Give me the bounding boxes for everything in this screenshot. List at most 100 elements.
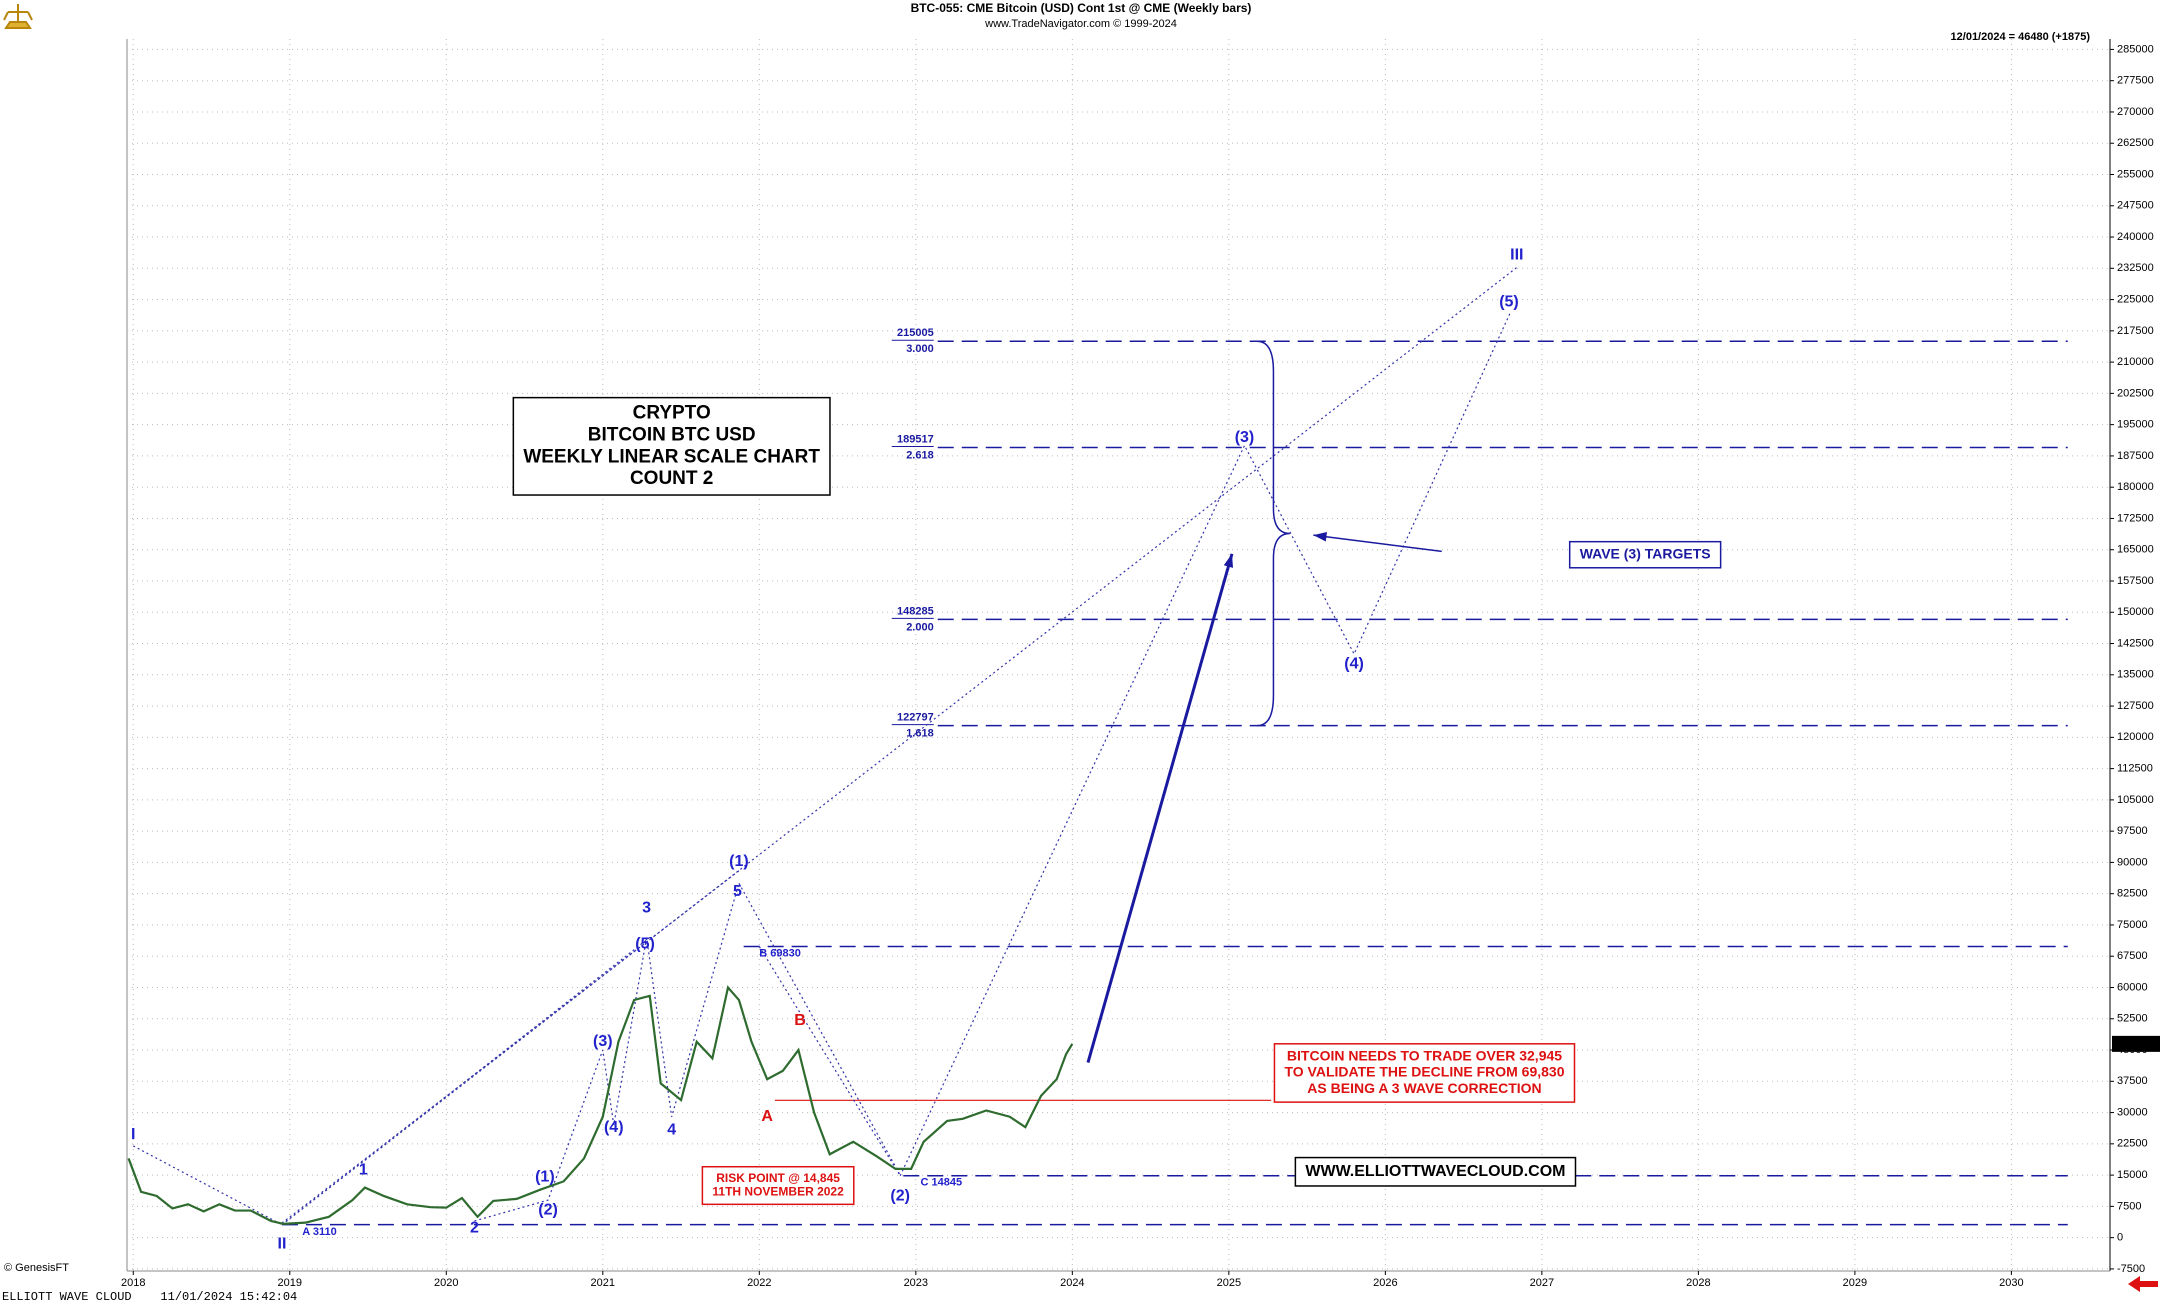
y-tick-label: 157500 xyxy=(2117,575,2154,587)
y-tick-label: 97500 xyxy=(2117,825,2148,837)
chart-title: BTC-055: CME Bitcoin (USD) Cont 1st @ CM… xyxy=(911,1,1252,15)
y-tick-label: 120000 xyxy=(2117,731,2154,743)
wave-label: (5) xyxy=(635,935,655,952)
y-tick-label: 30000 xyxy=(2117,1106,2148,1118)
copyright: © GenesisFT xyxy=(4,1262,69,1274)
wave-label: III xyxy=(1510,247,1523,264)
wave-label: A 3110 xyxy=(302,1226,336,1238)
wave-line xyxy=(281,265,1519,1226)
y-tick-label: 172500 xyxy=(2117,512,2154,524)
wave-line xyxy=(738,882,901,1176)
y-tick-label: 247500 xyxy=(2117,200,2154,212)
y-tick-label: 82500 xyxy=(2117,888,2148,900)
chart-subtitle: www.TradeNavigator.com © 1999-2024 xyxy=(984,18,1177,30)
box-text: WAVE (3) TARGETS xyxy=(1580,545,1711,561)
level-ratio: 3.000 xyxy=(906,343,934,355)
wave-line xyxy=(281,870,740,1224)
y-tick-label: 60000 xyxy=(2117,981,2148,993)
wave-label: (3) xyxy=(593,1033,613,1050)
footer: ELLIOTT WAVE CLOUD 11/01/2024 15:42:04 xyxy=(2,1290,297,1304)
wave-label: B 69830 xyxy=(759,948,801,960)
wave-label: (1) xyxy=(535,1168,555,1185)
wave-label: 1 xyxy=(359,1162,368,1179)
wave-line xyxy=(758,946,901,1177)
x-tick-label: 2029 xyxy=(1843,1277,1867,1289)
y-tick-label: 52500 xyxy=(2117,1013,2148,1025)
y-tick-label: 22500 xyxy=(2117,1138,2148,1150)
y-tick-label: 232500 xyxy=(2117,262,2154,274)
box-text: 11TH NOVEMBER 2022 xyxy=(712,1185,844,1199)
x-tick-label: 2027 xyxy=(1530,1277,1554,1289)
level-label: 122797 xyxy=(897,712,934,724)
level-label: 148285 xyxy=(897,605,934,617)
wave-label: 5 xyxy=(733,883,742,900)
y-tick-label: 210000 xyxy=(2117,356,2154,368)
level-label: 215005 xyxy=(897,327,934,339)
y-tick-label: 0 xyxy=(2117,1232,2123,1244)
y-tick-label: 262500 xyxy=(2117,137,2154,149)
y-tick-label: 195000 xyxy=(2117,419,2154,431)
wave-label: 3 xyxy=(642,899,651,916)
x-tick-label: 2018 xyxy=(121,1277,145,1289)
text-box: WWW.ELLIOTTWAVECLOUD.COM xyxy=(1294,1156,1577,1187)
wave-label: (4) xyxy=(1344,656,1364,673)
box-text: COUNT 2 xyxy=(630,468,713,489)
level-label: 189517 xyxy=(897,433,934,445)
x-tick-label: 2022 xyxy=(747,1277,771,1289)
box-text: RISK POINT @ 14,845 xyxy=(716,1171,840,1185)
y-tick-label: 112500 xyxy=(2117,763,2153,775)
box-text: TO VALIDATE THE DECLINE FROM 69,830 xyxy=(1284,1064,1564,1080)
y-tick-label: 67500 xyxy=(2117,950,2148,962)
level-ratio: 1.618 xyxy=(906,728,934,740)
wave-label: (3) xyxy=(1235,429,1255,446)
arrow-head xyxy=(1223,553,1234,568)
price-tag xyxy=(2112,1035,2160,1052)
y-tick-label: 135000 xyxy=(2117,669,2154,681)
y-tick-label: 217500 xyxy=(2117,325,2154,337)
y-tick-label: 7500 xyxy=(2117,1200,2141,1212)
x-tick-label: 2026 xyxy=(1373,1277,1397,1289)
level-ratio: 2.618 xyxy=(906,449,934,461)
target-bracket xyxy=(1256,340,1290,727)
y-tick-label: 90000 xyxy=(2117,856,2148,868)
wave-label: 2 xyxy=(470,1219,479,1236)
price-line xyxy=(127,985,1074,1225)
box-frame xyxy=(1273,1043,1576,1103)
y-tick-label: 187500 xyxy=(2117,450,2154,462)
box-frame xyxy=(701,1165,855,1206)
wave-label: (5) xyxy=(1499,293,1519,310)
wave-label: C 14845 xyxy=(921,1177,963,1189)
wave-line xyxy=(474,937,648,1222)
wave-label: (2) xyxy=(538,1201,558,1218)
arrow-head xyxy=(1313,532,1328,542)
wave-label: II xyxy=(278,1236,287,1253)
y-tick-label: 15000 xyxy=(2117,1169,2148,1181)
y-tick-label: 180000 xyxy=(2117,481,2154,493)
y-tick-label: 105000 xyxy=(2117,794,2154,806)
nav-arrow[interactable] xyxy=(2128,1276,2158,1292)
wave-line xyxy=(899,311,1512,1177)
y-tick-label: 165000 xyxy=(2117,544,2154,556)
box-text: BITCOIN NEEDS TO TRADE OVER 32,945 xyxy=(1287,1048,1562,1064)
logo xyxy=(3,4,33,29)
price-tag-label: 46480 xyxy=(2121,1038,2152,1050)
x-tick-label: 2030 xyxy=(1999,1277,2023,1289)
y-tick-label: 75000 xyxy=(2117,919,2148,931)
wave-label: (2) xyxy=(890,1188,910,1205)
y-tick-label: 255000 xyxy=(2117,168,2154,180)
x-tick-label: 2019 xyxy=(278,1277,302,1289)
x-tick-label: 2023 xyxy=(904,1277,928,1289)
box-text: WWW.ELLIOTTWAVECLOUD.COM xyxy=(1305,1163,1565,1180)
text-box: WAVE (3) TARGETS xyxy=(1568,540,1722,569)
wave-label: 4 xyxy=(667,1122,676,1139)
wave-label: (4) xyxy=(604,1119,624,1136)
wave-line xyxy=(646,883,740,1117)
y-tick-label: 277500 xyxy=(2117,75,2154,87)
box-text: AS BEING A 3 WAVE CORRECTION xyxy=(1307,1080,1541,1096)
wave-line xyxy=(132,1145,283,1226)
box-text: CRYPTO xyxy=(633,403,711,424)
x-tick-label: 2025 xyxy=(1217,1277,1241,1289)
